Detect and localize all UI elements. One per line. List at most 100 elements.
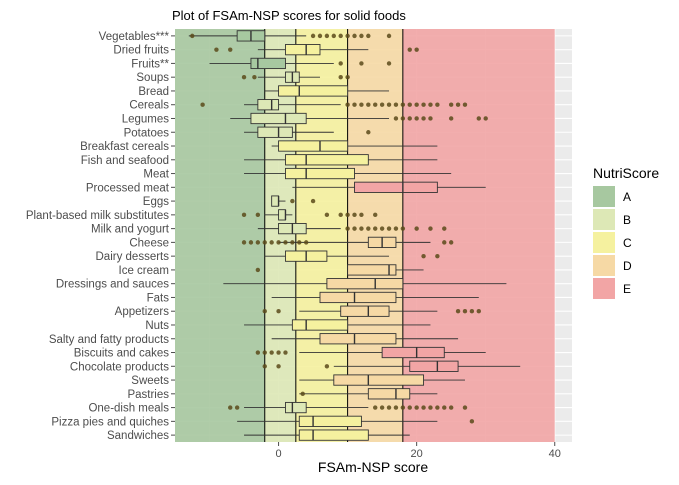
category-label: One-dish meals xyxy=(88,403,169,415)
outlier-point xyxy=(200,102,205,107)
category-box xyxy=(228,401,468,414)
category-label: Cereals xyxy=(129,100,169,112)
outlier-point xyxy=(276,309,281,314)
category-label: Dairy desserts xyxy=(96,251,170,263)
outlier-point xyxy=(338,61,343,66)
category-label: Breakfast cereals xyxy=(80,141,169,153)
band-b xyxy=(264,29,296,442)
legend-label: C xyxy=(623,236,632,250)
outlier-point xyxy=(255,240,261,245)
outlier-point xyxy=(366,33,371,39)
legend-label: E xyxy=(623,282,631,296)
outlier-point xyxy=(448,405,454,410)
category-box xyxy=(271,195,316,207)
category-box xyxy=(262,305,481,317)
category-label: Dried fruits xyxy=(113,45,169,57)
category-box xyxy=(244,319,431,331)
iqr-box xyxy=(326,278,404,290)
outlier-point xyxy=(400,226,406,231)
outlier-point xyxy=(234,405,240,410)
outlier-point xyxy=(262,309,267,314)
category-box xyxy=(255,346,486,359)
legend-label: A xyxy=(623,190,631,204)
outlier-point xyxy=(359,33,364,39)
legend-swatch xyxy=(593,186,615,207)
legend-swatch xyxy=(593,255,615,276)
outlier-point xyxy=(373,102,378,107)
outlier-point xyxy=(214,47,219,52)
iqr-box xyxy=(298,415,362,427)
category-box xyxy=(271,140,438,152)
outlier-point xyxy=(379,405,385,410)
outlier-point xyxy=(455,309,461,314)
outlier-point xyxy=(359,102,364,107)
category-label: Vegetables*** xyxy=(99,31,170,43)
outlier-point xyxy=(421,116,426,121)
outlier-point xyxy=(366,226,371,231)
iqr-box xyxy=(291,319,349,331)
outlier-point xyxy=(476,116,481,121)
outlier-point xyxy=(345,74,350,80)
outlier-point xyxy=(338,74,343,80)
outlier-point xyxy=(262,364,267,369)
category-label: Pastries xyxy=(127,389,169,401)
outlier-point xyxy=(428,405,433,410)
outlier-point xyxy=(359,226,364,231)
outlier-point xyxy=(310,198,316,204)
outlier-point xyxy=(190,33,195,39)
outlier-point xyxy=(283,240,288,245)
band-e xyxy=(402,29,555,442)
category-label: Soups xyxy=(136,72,169,84)
outlier-point xyxy=(269,240,274,245)
outlier-point xyxy=(324,33,330,39)
outlier-point xyxy=(324,212,330,218)
category-box xyxy=(255,264,424,276)
outlier-point xyxy=(407,47,412,52)
category-label: Biscuits and cakes xyxy=(74,348,169,360)
iqr-box xyxy=(347,264,397,276)
category-box xyxy=(292,181,486,193)
x-tick-label: 0 xyxy=(276,448,282,460)
outlier-point xyxy=(448,102,454,107)
category-box xyxy=(200,99,468,111)
outlier-point xyxy=(228,47,233,52)
category-box xyxy=(264,250,440,262)
outlier-point xyxy=(386,226,392,231)
category-box xyxy=(241,209,378,221)
outlier-point xyxy=(393,226,399,231)
outlier-point xyxy=(379,102,385,107)
category-label: Potatoes xyxy=(124,127,170,139)
legend-swatch xyxy=(593,209,615,230)
outlier-point xyxy=(421,102,426,107)
iqr-box xyxy=(319,291,397,304)
iqr-box xyxy=(409,360,459,372)
iqr-box xyxy=(285,167,355,180)
outlier-point xyxy=(352,102,357,107)
outlier-point xyxy=(414,405,419,410)
category-box xyxy=(262,360,521,372)
category-box xyxy=(241,71,350,83)
outlier-point xyxy=(448,240,454,245)
outlier-point xyxy=(442,405,447,410)
outlier-point xyxy=(373,212,378,218)
outlier-point xyxy=(462,405,468,410)
outlier-point xyxy=(428,226,433,231)
chart-title: Plot of FSAm-NSP scores for solid foods xyxy=(172,8,406,23)
outlier-point xyxy=(262,350,267,355)
outlier-point xyxy=(407,102,412,107)
band-threshold-lines xyxy=(264,29,404,442)
category-box xyxy=(244,154,438,166)
category-box xyxy=(271,291,479,304)
outlier-point xyxy=(366,102,371,107)
outlier-point xyxy=(435,405,440,410)
category-label: Salty and fatty products xyxy=(49,334,169,346)
legend-label: D xyxy=(623,259,632,273)
category-box xyxy=(230,112,488,125)
outlier-point xyxy=(373,405,378,410)
iqr-box xyxy=(298,429,369,441)
legend-title: NutriScore xyxy=(593,165,659,181)
outlier-point xyxy=(338,33,343,39)
category-label: Eggs xyxy=(143,196,169,208)
